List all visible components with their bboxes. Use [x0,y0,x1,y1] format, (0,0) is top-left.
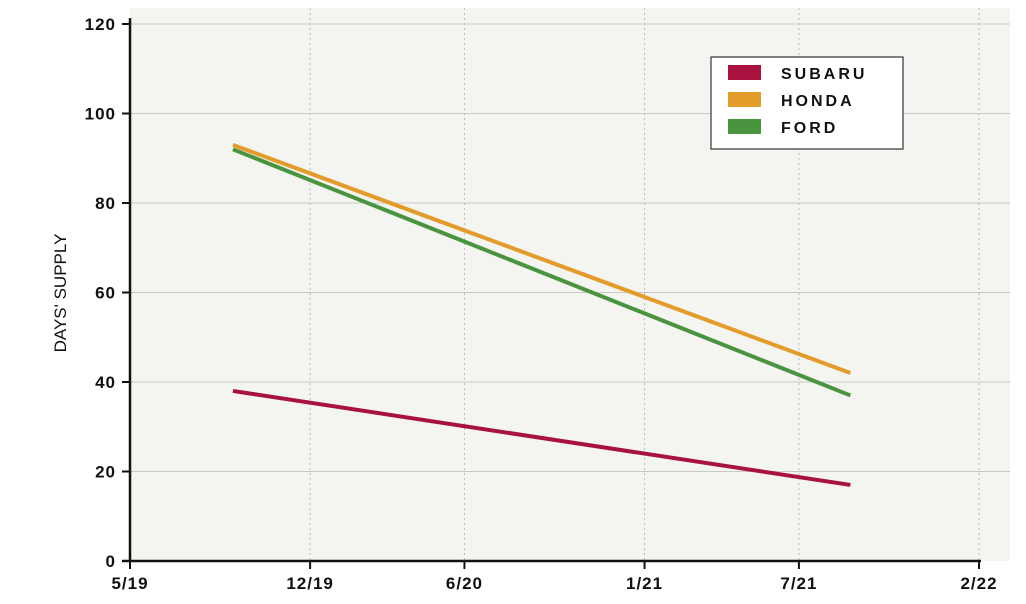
tick-labels: 0 20 40 60 80 100 120 5/19 12/19 6/20 1/21 7/21 2/22 [85,15,997,593]
y-tick-label: 0 [106,552,116,571]
axes [122,18,981,569]
series-line-ford [232,147,852,398]
legend-swatch-subaru [728,65,761,80]
y-tick-label: 20 [95,463,116,482]
x-tick-label: 2/22 [960,574,997,593]
x-tick-label: 7/21 [780,574,817,593]
legend-swatch-honda [728,92,761,107]
y-tick-label: 100 [85,105,116,124]
y-axis-title: DAYS' SUPPLY [51,234,70,353]
legend: SUBARU HONDA FORD [710,56,904,150]
y-tick-label: 40 [95,373,116,392]
y-tick-label: 120 [85,15,116,34]
series-line-honda [232,142,852,375]
legend-label-ford: FORD [781,120,838,137]
series-line-subaru [232,388,851,487]
y-tick-label: 60 [95,284,116,303]
x-tick-label: 6/20 [446,574,483,593]
legend-swatch-ford [728,119,761,134]
series-lines [232,142,852,487]
x-tick-label: 5/19 [111,574,148,593]
x-tick-label: 12/19 [286,574,334,593]
legend-label-honda: HONDA [781,93,855,110]
legend-label-subaru: SUBARU [781,66,867,83]
x-tick-label: 1/21 [626,574,663,593]
y-tick-label: 80 [95,194,116,213]
grid-lines [130,8,1010,561]
